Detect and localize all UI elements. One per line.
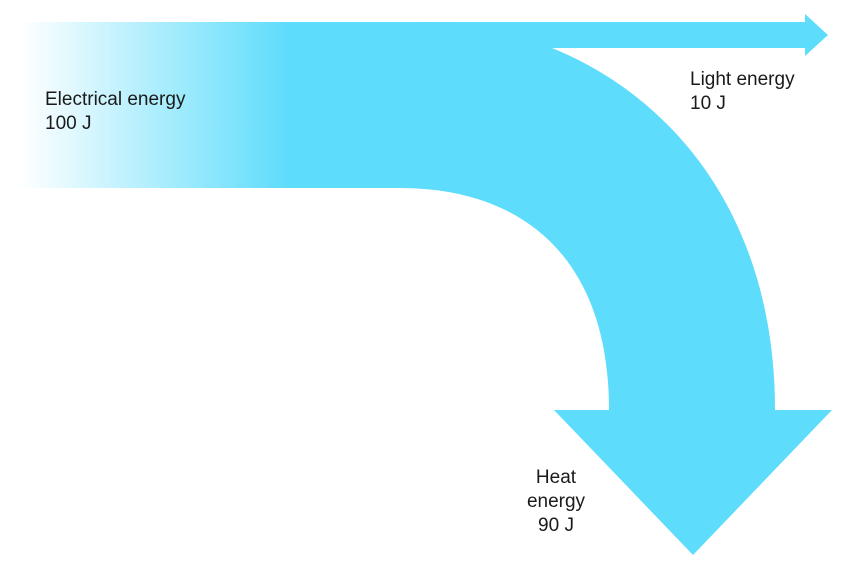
input-energy-name: Electrical energy <box>45 89 186 110</box>
light-energy-label: Light energy 10 J <box>690 68 795 116</box>
heat-energy-value: 90 J <box>538 515 574 536</box>
input-energy-value: 100 J <box>45 113 92 134</box>
heat-energy-arrow <box>400 22 832 555</box>
light-energy-value: 10 J <box>690 93 726 114</box>
heat-energy-name-line2: energy <box>526 491 586 512</box>
heat-energy-name-line1: Heat <box>535 467 577 488</box>
input-energy-label: Electrical energy 100 J <box>45 88 185 136</box>
light-energy-name: Light energy <box>690 69 795 90</box>
heat-energy-label: Heat energy 90 J <box>512 466 600 538</box>
input-energy-band <box>20 22 420 188</box>
